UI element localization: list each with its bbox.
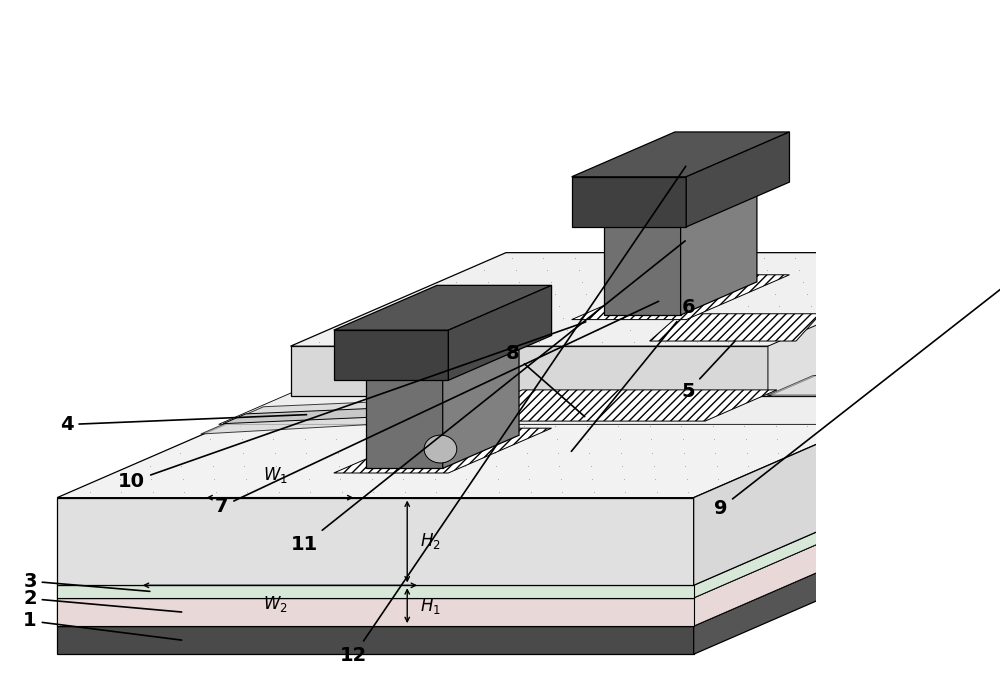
Polygon shape	[57, 390, 1000, 585]
Text: $W_2$: $W_2$	[263, 594, 288, 614]
Polygon shape	[694, 303, 1000, 585]
Polygon shape	[650, 314, 821, 341]
Polygon shape	[291, 253, 1000, 346]
Polygon shape	[57, 431, 1000, 626]
Polygon shape	[57, 303, 1000, 498]
Polygon shape	[57, 598, 694, 626]
Polygon shape	[694, 403, 1000, 626]
Polygon shape	[681, 188, 757, 315]
Text: 1: 1	[23, 611, 182, 640]
Polygon shape	[57, 626, 694, 654]
Text: $H_1$: $H_1$	[420, 596, 441, 616]
Polygon shape	[768, 366, 994, 395]
Polygon shape	[768, 253, 983, 396]
Polygon shape	[694, 390, 1000, 598]
Circle shape	[662, 282, 695, 310]
Text: 10: 10	[118, 322, 586, 491]
Polygon shape	[604, 221, 681, 315]
Polygon shape	[57, 598, 694, 626]
Polygon shape	[694, 390, 1000, 598]
Text: 2: 2	[23, 589, 182, 612]
Text: 12: 12	[340, 166, 686, 665]
Polygon shape	[572, 275, 789, 319]
Polygon shape	[450, 390, 777, 421]
Polygon shape	[334, 285, 552, 330]
Polygon shape	[334, 428, 552, 473]
Polygon shape	[223, 402, 514, 424]
Polygon shape	[366, 374, 443, 468]
Text: 9: 9	[714, 283, 1000, 518]
Polygon shape	[291, 346, 927, 396]
Text: 11: 11	[291, 241, 685, 554]
Polygon shape	[334, 330, 448, 380]
Polygon shape	[201, 395, 532, 434]
Text: 8: 8	[506, 344, 585, 417]
Polygon shape	[686, 132, 789, 227]
Polygon shape	[57, 498, 694, 585]
Polygon shape	[572, 177, 686, 227]
Text: 7: 7	[215, 301, 659, 516]
Text: 3: 3	[23, 571, 150, 592]
Polygon shape	[572, 132, 789, 177]
Text: 4: 4	[60, 415, 307, 434]
Text: 6: 6	[571, 298, 695, 452]
Polygon shape	[219, 389, 936, 425]
Polygon shape	[443, 341, 519, 468]
Polygon shape	[768, 303, 1000, 396]
Text: 5: 5	[681, 341, 735, 401]
Polygon shape	[57, 585, 694, 598]
Polygon shape	[694, 403, 1000, 626]
Polygon shape	[57, 585, 694, 598]
Polygon shape	[448, 285, 552, 380]
Text: $H_2$: $H_2$	[420, 532, 441, 551]
Circle shape	[424, 435, 457, 463]
Polygon shape	[694, 431, 1000, 654]
Polygon shape	[604, 188, 757, 221]
Polygon shape	[57, 403, 1000, 598]
Polygon shape	[927, 253, 1000, 396]
Polygon shape	[366, 341, 519, 374]
Text: $W_1$: $W_1$	[263, 465, 288, 485]
